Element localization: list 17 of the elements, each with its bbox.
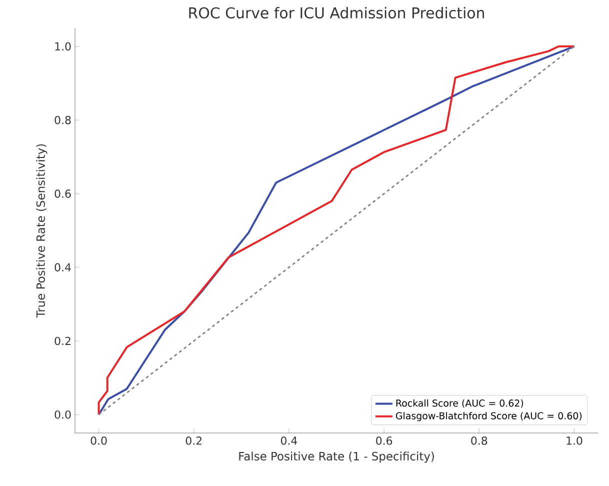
y-tick-label: 0.8 <box>54 116 71 124</box>
y-tick-label: 0.2 <box>54 336 70 346</box>
y-axis-title: True Positive Rate (Sensitivity) <box>36 144 48 318</box>
x-tick-label: 0.6 <box>376 436 392 445</box>
x-axis-title: False Positive Rate (1 - Specificity) <box>239 452 434 463</box>
x-tick-label: 0.2 <box>186 436 202 445</box>
y-tick-label: 0.6 <box>54 190 71 198</box>
x-tick-label: 0.4 <box>280 436 298 445</box>
y-tick-label: 0.0 <box>54 410 71 419</box>
legend-label: Glasgow-Blatchford Score (AUC = 0.60) <box>396 412 582 422</box>
legend-label: Rockall Score (AUC = 0.62) <box>396 399 524 408</box>
x-tick-label: 1.0 <box>566 436 582 445</box>
x-tick-label: 0.0 <box>90 436 107 445</box>
y-tick-label: 0.4 <box>54 263 71 272</box>
x-tick-label: 0.8 <box>471 436 488 445</box>
y-tick-label: 1.0 <box>55 42 71 51</box>
chart-title: ROC Curve for ICU Admission Prediction <box>189 6 484 19</box>
